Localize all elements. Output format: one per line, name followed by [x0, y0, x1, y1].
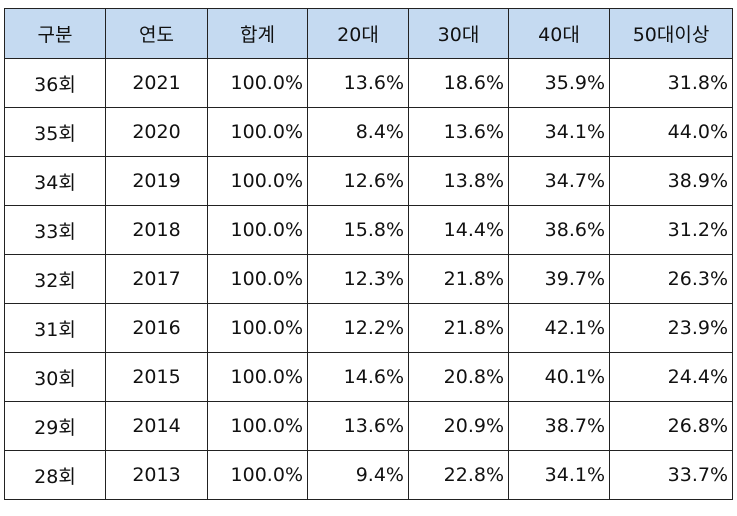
cell-20s: 8.4% [307, 107, 409, 157]
header-40s: 40대 [508, 8, 610, 59]
cell-50s-plus: 24.4% [609, 352, 733, 402]
cell-year: 2020 [105, 107, 208, 157]
cell-50s-plus: 44.0% [609, 107, 733, 157]
cell-50s-plus: 38.9% [609, 156, 733, 206]
table-row: 32회 2017 100.0% 12.3% 21.8% 39.7% 26.3% [4, 254, 733, 304]
cell-30s: 13.6% [408, 107, 509, 157]
cell-round: 33회 [4, 205, 106, 255]
table-row: 33회 2018 100.0% 15.8% 14.4% 38.6% 31.2% [4, 205, 733, 255]
cell-total: 100.0% [207, 401, 308, 451]
cell-50s-plus: 31.8% [609, 58, 733, 108]
cell-round: 30회 [4, 352, 106, 402]
cell-20s: 13.6% [307, 401, 409, 451]
cell-year: 2018 [105, 205, 208, 255]
age-distribution-table: 구분 연도 합계 20대 30대 40대 50대이상 36회 2021 100.… [4, 8, 733, 500]
table-row: 36회 2021 100.0% 13.6% 18.6% 35.9% 31.8% [4, 58, 733, 108]
cell-50s-plus: 26.3% [609, 254, 733, 304]
cell-40s: 40.1% [508, 352, 610, 402]
cell-20s: 12.2% [307, 303, 409, 353]
cell-30s: 13.8% [408, 156, 509, 206]
table-row: 31회 2016 100.0% 12.2% 21.8% 42.1% 23.9% [4, 303, 733, 353]
cell-40s: 34.1% [508, 107, 610, 157]
cell-round: 29회 [4, 401, 106, 451]
cell-year: 2014 [105, 401, 208, 451]
cell-round: 32회 [4, 254, 106, 304]
table-row: 34회 2019 100.0% 12.6% 13.8% 34.7% 38.9% [4, 156, 733, 206]
cell-round: 28회 [4, 450, 106, 500]
header-total: 합계 [207, 8, 308, 59]
cell-total: 100.0% [207, 254, 308, 304]
cell-30s: 21.8% [408, 254, 509, 304]
cell-total: 100.0% [207, 450, 308, 500]
table-body: 36회 2021 100.0% 13.6% 18.6% 35.9% 31.8% … [4, 58, 733, 500]
cell-total: 100.0% [207, 352, 308, 402]
cell-40s: 38.6% [508, 205, 610, 255]
cell-40s: 42.1% [508, 303, 610, 353]
header-30s: 30대 [408, 8, 509, 59]
table-row: 35회 2020 100.0% 8.4% 13.6% 34.1% 44.0% [4, 107, 733, 157]
cell-20s: 15.8% [307, 205, 409, 255]
cell-30s: 21.8% [408, 303, 509, 353]
cell-total: 100.0% [207, 156, 308, 206]
cell-30s: 20.9% [408, 401, 509, 451]
cell-50s-plus: 33.7% [609, 450, 733, 500]
cell-30s: 22.8% [408, 450, 509, 500]
header-row: 구분 연도 합계 20대 30대 40대 50대이상 [4, 8, 733, 59]
cell-50s-plus: 23.9% [609, 303, 733, 353]
cell-total: 100.0% [207, 107, 308, 157]
cell-round: 36회 [4, 58, 106, 108]
table-header: 구분 연도 합계 20대 30대 40대 50대이상 [4, 8, 733, 59]
cell-year: 2013 [105, 450, 208, 500]
cell-year: 2015 [105, 352, 208, 402]
cell-50s-plus: 26.8% [609, 401, 733, 451]
cell-20s: 12.6% [307, 156, 409, 206]
cell-round: 31회 [4, 303, 106, 353]
cell-20s: 13.6% [307, 58, 409, 108]
cell-total: 100.0% [207, 303, 308, 353]
cell-year: 2019 [105, 156, 208, 206]
cell-round: 34회 [4, 156, 106, 206]
header-20s: 20대 [307, 8, 409, 59]
table-container: 구분 연도 합계 20대 30대 40대 50대이상 36회 2021 100.… [4, 8, 733, 500]
header-round: 구분 [4, 8, 106, 59]
cell-30s: 14.4% [408, 205, 509, 255]
cell-40s: 34.7% [508, 156, 610, 206]
cell-40s: 39.7% [508, 254, 610, 304]
table-row: 28회 2013 100.0% 9.4% 22.8% 34.1% 33.7% [4, 450, 733, 500]
cell-round: 35회 [4, 107, 106, 157]
cell-40s: 35.9% [508, 58, 610, 108]
cell-20s: 9.4% [307, 450, 409, 500]
cell-total: 100.0% [207, 205, 308, 255]
header-50s-plus: 50대이상 [609, 8, 733, 59]
cell-year: 2016 [105, 303, 208, 353]
header-year: 연도 [105, 8, 208, 59]
cell-20s: 14.6% [307, 352, 409, 402]
cell-30s: 18.6% [408, 58, 509, 108]
cell-20s: 12.3% [307, 254, 409, 304]
cell-year: 2021 [105, 58, 208, 108]
cell-year: 2017 [105, 254, 208, 304]
table-row: 29회 2014 100.0% 13.6% 20.9% 38.7% 26.8% [4, 401, 733, 451]
cell-40s: 38.7% [508, 401, 610, 451]
table-row: 30회 2015 100.0% 14.6% 20.8% 40.1% 24.4% [4, 352, 733, 402]
cell-50s-plus: 31.2% [609, 205, 733, 255]
cell-total: 100.0% [207, 58, 308, 108]
cell-30s: 20.8% [408, 352, 509, 402]
cell-40s: 34.1% [508, 450, 610, 500]
